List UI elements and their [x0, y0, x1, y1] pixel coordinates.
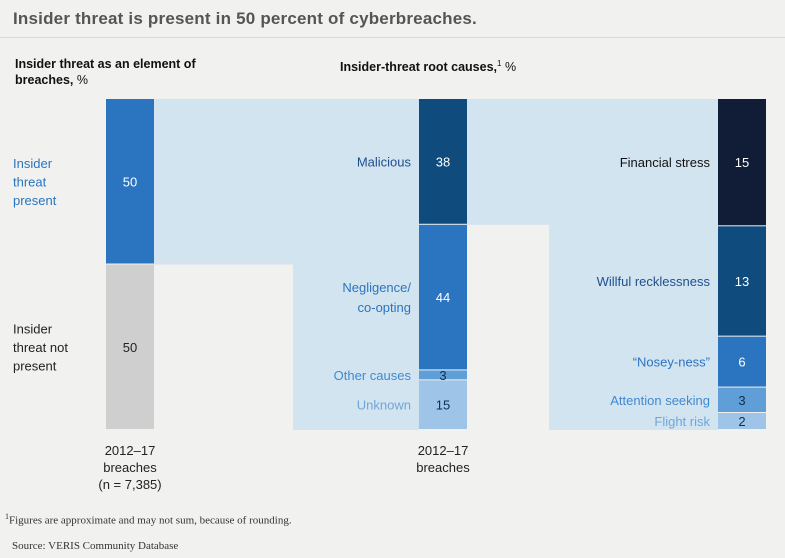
value-label-insider-present: 50 — [123, 174, 137, 189]
bar-willful-recklessness — [718, 226, 766, 336]
panel-2-heading: Insider-threat root causes,1 % — [340, 56, 600, 75]
value-label-negligence: 44 — [436, 290, 450, 305]
bar-flight-risk — [718, 413, 766, 429]
x-category-label-panel-1: 2012–17 — [105, 443, 156, 458]
panel-1-heading: Insider threat as an element of breaches… — [15, 56, 215, 88]
x-category-label-panel-2: breaches — [416, 460, 470, 475]
connector-malicious-to-drivers — [467, 99, 718, 430]
x-category-label-panel-1: (n = 7,385) — [98, 477, 161, 492]
segment-label-insider-not-present: Insider — [13, 321, 53, 336]
panel-2-footnote-marker: 1 — [497, 59, 502, 68]
segment-label-insider-not-present: present — [13, 358, 57, 373]
value-label-financial-stress: 15 — [735, 155, 749, 170]
value-label-nosey-ness: 6 — [738, 355, 745, 370]
segment-label-willful-recklessness: Willful recklessness — [597, 274, 711, 289]
value-label-other-causes: 3 — [439, 368, 446, 383]
chart-canvas: 50 Insider threat present 50 Insider threat no… — [13, 99, 766, 492]
footnote-1-marker: 1 — [5, 512, 9, 521]
segment-label-nosey-ness: “Nosey-ness” — [633, 355, 710, 370]
value-label-attention-seeking: 3 — [738, 393, 745, 408]
segment-label-insider-present: Insider — [13, 156, 53, 171]
panel-2-unit: % — [504, 60, 517, 75]
x-category-label-panel-1: breaches — [103, 460, 157, 475]
footnote-1: 1Figures are approximate and may not sum… — [5, 512, 292, 527]
segment-label-negligence: co-opting — [358, 300, 411, 315]
segment-label-attention-seeking: Attention seeking — [610, 393, 710, 408]
value-label-malicious: 38 — [436, 154, 450, 169]
bar-insider-present — [106, 99, 154, 264]
segment-label-unknown: Unknown — [357, 398, 411, 413]
segment-label-insider-present: threat — [13, 174, 47, 189]
segment-label-financial-stress: Financial stress — [620, 155, 711, 170]
value-label-willful-recklessness: 13 — [735, 274, 749, 289]
value-label-insider-not-present: 50 — [123, 340, 137, 355]
source-note: Source: VERIS Community Database — [12, 540, 178, 552]
value-label-flight-risk: 2 — [738, 414, 745, 429]
panel-2-heading-text: Insider-threat root causes, — [340, 60, 497, 75]
bar-financial-stress — [718, 99, 766, 226]
bar-negligence — [419, 224, 467, 370]
panel-1-unit: % — [76, 73, 88, 87]
bar-nosey-ness — [718, 336, 766, 387]
segment-label-malicious: Malicious — [357, 154, 412, 169]
bar-attention-seeking — [718, 387, 766, 413]
panel-1-heading-text: Insider threat as an element of breaches… — [15, 57, 196, 87]
chart-title: Insider threat is present in 50 percent … — [13, 9, 477, 28]
segment-label-insider-not-present: threat not — [13, 340, 68, 355]
value-label-unknown: 15 — [436, 398, 450, 413]
bar-unknown — [419, 380, 467, 429]
segment-label-flight-risk: Flight risk — [654, 414, 710, 429]
segment-label-insider-present: present — [13, 193, 57, 208]
bar-insider-not-present — [106, 264, 154, 429]
title-divider — [0, 37, 785, 38]
segment-label-other-causes: Other causes — [334, 368, 412, 383]
source-note-text: Source: VERIS Community Database — [12, 540, 179, 552]
footnote-1-text: Figures are approximate and may not sum,… — [9, 514, 292, 527]
x-category-label-panel-2: 2012–17 — [418, 443, 469, 458]
bar-other-causes — [419, 370, 467, 380]
bar-malicious — [419, 99, 467, 224]
connector-insider-to-causes — [154, 99, 419, 430]
segment-label-negligence: Negligence/ — [342, 280, 411, 295]
